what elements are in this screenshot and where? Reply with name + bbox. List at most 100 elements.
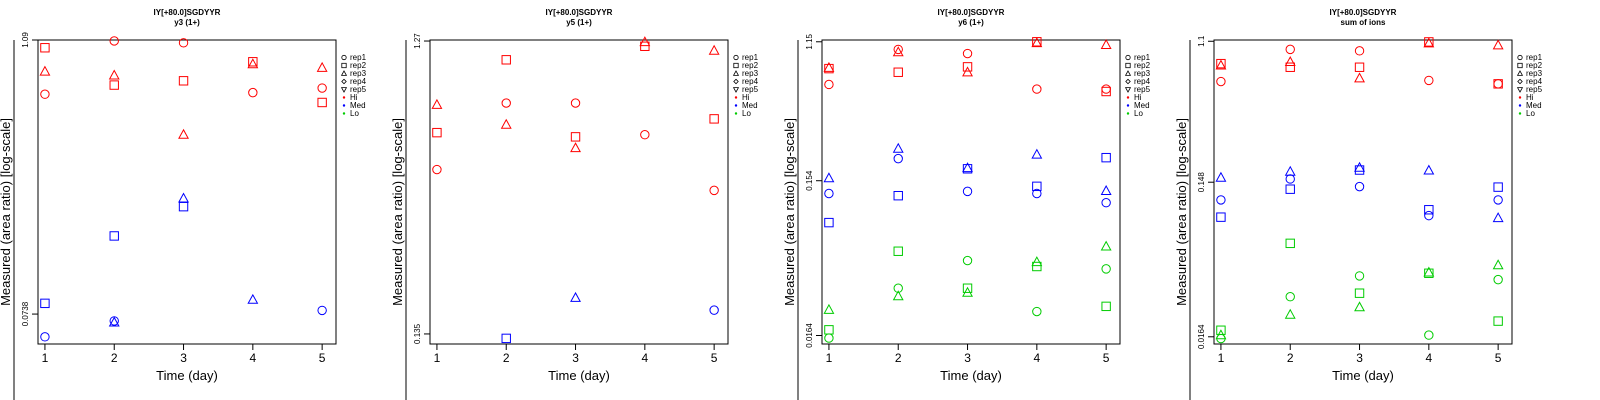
data-point-hi-rep2	[1101, 86, 1111, 97]
data-point-hi-rep1	[570, 98, 581, 108]
y-tick-label: 0.0738	[21, 301, 30, 326]
legend-label-rep3: rep3	[350, 69, 367, 78]
plot-frame	[821, 39, 1121, 345]
legend-label-lo: Lo	[1526, 109, 1535, 118]
x-tick-label: 1	[42, 351, 49, 365]
legend-marker-rep1	[1125, 54, 1131, 61]
y-tick-label: 1.1	[1197, 35, 1206, 47]
legend-label-rep1: rep1	[350, 53, 367, 62]
data-point-med-rep1	[1032, 188, 1042, 199]
data-point-lo-rep2	[824, 325, 834, 335]
data-point-lo-rep3	[823, 303, 835, 314]
x-tick-label: 2	[111, 351, 118, 365]
data-point-hi-rep1	[1285, 44, 1295, 55]
data-point-hi-rep2	[317, 97, 327, 108]
data-point-med-rep3	[823, 172, 835, 183]
legend-marker-rep5	[732, 87, 740, 93]
data-point-hi-rep2	[248, 57, 258, 67]
legend-label-rep3: rep3	[742, 69, 759, 78]
data-point-hi-rep3	[178, 128, 189, 139]
data-point-hi-rep1	[1032, 84, 1042, 94]
data-point-hi-rep2	[893, 67, 903, 77]
legend-label-lo: Lo	[350, 109, 359, 118]
data-point-hi-rep2	[178, 76, 189, 86]
legend-label-lo: Lo	[1134, 109, 1143, 118]
x-tick-label: 3	[964, 351, 971, 365]
data-point-hi-rep3	[108, 69, 120, 80]
data-point-hi-rep1	[1101, 84, 1111, 94]
data-point-hi-rep1	[40, 89, 50, 99]
y-axis-label: Measured (area ratio) [log-scale]	[1176, 118, 1189, 306]
data-point-hi-rep2	[962, 62, 973, 72]
legend-marker-rep3	[1124, 70, 1132, 76]
data-point-lo-rep2	[893, 246, 903, 256]
legend-label-hi: Hi	[1134, 93, 1142, 102]
data-point-hi-rep2	[1216, 58, 1226, 69]
data-point-med-rep2	[1285, 184, 1295, 194]
legend-label-rep4: rep4	[350, 77, 367, 86]
data-point-hi-rep2	[640, 41, 650, 51]
data-point-med-rep2	[1101, 152, 1111, 163]
legend-label-med: Med	[1134, 101, 1150, 110]
data-point-med-rep1	[40, 332, 50, 342]
legend-marker-lo	[1518, 112, 1522, 115]
data-point-lo-rep2	[1285, 238, 1295, 249]
data-point-hi-rep2	[570, 132, 581, 142]
legend-marker-rep5	[1516, 87, 1524, 93]
x-tick-label: 5	[1495, 351, 1502, 365]
legend-label-rep5: rep5	[742, 85, 759, 94]
legend-marker-rep2	[733, 62, 739, 69]
x-tick-label: 1	[434, 351, 441, 365]
data-point-hi-rep1	[824, 79, 834, 90]
legend-label-rep1: rep1	[1134, 53, 1151, 62]
legend-label-hi: Hi	[1526, 93, 1534, 102]
legend-label-rep3: rep3	[1526, 69, 1543, 78]
legend-marker-hi	[1126, 96, 1130, 99]
legend-label-rep2: rep2	[1526, 61, 1543, 70]
legend-label-rep4: rep4	[1526, 77, 1543, 86]
data-point-med-rep3	[1284, 165, 1296, 176]
data-point-hi-rep1	[709, 185, 719, 196]
data-point-hi-rep2	[40, 43, 50, 53]
data-point-med-rep3	[1100, 184, 1112, 195]
legend-label-rep2: rep2	[742, 61, 759, 70]
x-axis-label: Time (day)	[548, 368, 610, 383]
x-tick-label: 5	[711, 351, 718, 365]
data-point-hi-rep1	[1493, 79, 1503, 89]
data-point-med-rep1	[1493, 195, 1503, 205]
legend-label-lo: Lo	[742, 109, 751, 118]
y-tick-label: 0.148	[1197, 172, 1206, 193]
legend-marker-rep3	[732, 70, 740, 76]
x-tick-label: 5	[1103, 351, 1110, 365]
data-point-hi-rep1	[640, 130, 650, 140]
y-tick-label: 1.09	[21, 32, 30, 48]
legend-label-rep4: rep4	[742, 77, 759, 86]
legend-marker-lo	[1126, 112, 1130, 115]
data-point-med-rep2	[1424, 205, 1434, 215]
data-point-med-rep2	[1216, 212, 1226, 222]
legend-label-rep3: rep3	[1134, 69, 1151, 78]
legend-marker-lo	[734, 112, 738, 115]
data-point-lo-rep2	[1354, 288, 1365, 298]
data-point-med-rep2	[1493, 182, 1503, 192]
y-tick-label: 0.0164	[1197, 324, 1206, 349]
x-tick-label: 3	[1356, 351, 1363, 365]
x-axis-label: Time (day)	[156, 368, 218, 383]
data-point-hi-rep3	[1215, 59, 1227, 70]
data-point-hi-rep2	[1354, 62, 1365, 72]
data-point-hi-rep3	[892, 46, 904, 57]
legend-marker-rep2	[1125, 62, 1131, 69]
data-point-med-rep3	[892, 142, 904, 153]
plot-frame	[37, 39, 337, 345]
legend-marker-lo	[342, 112, 346, 115]
data-point-hi-rep3	[1100, 38, 1112, 49]
x-axis-label: Time (day)	[940, 368, 1002, 383]
data-point-hi-rep3	[500, 118, 512, 129]
data-point-hi-rep1	[1216, 76, 1226, 87]
data-point-med-rep1	[1354, 181, 1365, 192]
data-point-med-rep2	[893, 190, 903, 201]
y-tick-label: 1.27	[413, 33, 422, 49]
